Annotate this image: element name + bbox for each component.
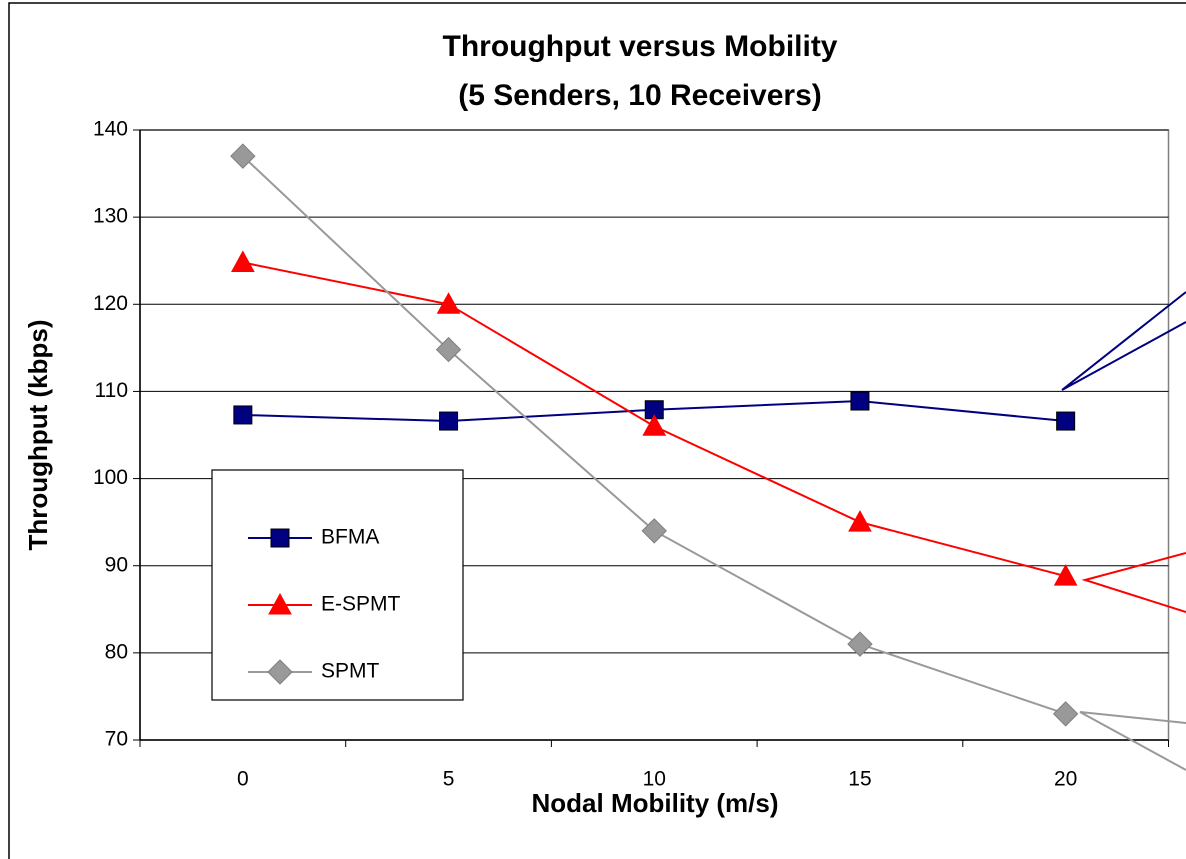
- y-axis-label: Throughput (kbps): [23, 319, 53, 550]
- legend-label: E-SPMT: [321, 593, 401, 616]
- marker: [230, 143, 256, 169]
- y-tick-label: 130: [93, 205, 128, 228]
- chart-subtitle: (5 Senders, 10 Receivers): [458, 79, 822, 112]
- marker: [231, 250, 255, 272]
- legend-label: BFMA: [321, 526, 379, 549]
- marker: [436, 292, 461, 314]
- marker: [267, 659, 293, 685]
- y-tick-label: 70: [105, 728, 128, 751]
- x-tick-label: 15: [848, 768, 871, 791]
- marker: [641, 518, 667, 544]
- y-tick-label: 120: [93, 292, 128, 315]
- marker: [1053, 564, 1078, 586]
- y-tick-label: 90: [105, 553, 128, 576]
- legend-box: [211, 469, 464, 701]
- callout: [1079, 711, 1186, 771]
- legend: BFMA E-SPMT SPMT: [211, 469, 464, 701]
- legend-label: SPMT: [321, 660, 380, 683]
- marker: [847, 631, 873, 657]
- x-axis-label: Nodal Mobility (m/s): [532, 788, 779, 818]
- y-tick-label: 80: [105, 640, 128, 663]
- callout-lines: [1061, 291, 1186, 771]
- marker: [439, 411, 459, 431]
- marker: [268, 592, 292, 615]
- y-tick-label: 140: [93, 118, 128, 141]
- marker: [848, 510, 872, 532]
- marker: [1056, 411, 1076, 431]
- callout: [1081, 552, 1186, 613]
- callout: [1061, 291, 1186, 391]
- y-tick-label: 100: [93, 466, 128, 489]
- chart-title: Throughput versus Mobility: [443, 30, 838, 63]
- marker: [233, 405, 253, 425]
- x-tick-label: 5: [443, 768, 455, 791]
- x-tick-label: 10: [643, 768, 666, 791]
- x-tick-label: 0: [237, 768, 249, 791]
- marker: [435, 336, 462, 363]
- y-tick-label: 110: [95, 379, 128, 402]
- x-tick-label: 20: [1054, 768, 1077, 791]
- marker: [270, 528, 290, 548]
- marker: [850, 391, 870, 411]
- marker: [642, 414, 667, 436]
- marker: [1052, 701, 1079, 727]
